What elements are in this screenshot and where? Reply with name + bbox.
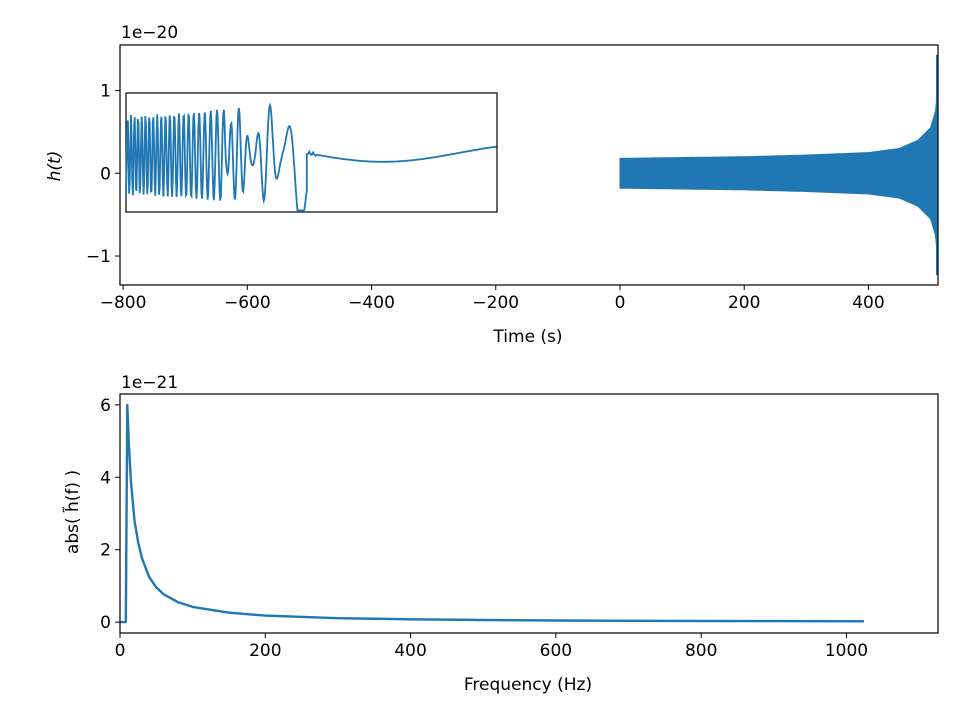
x-tick-label: 400 — [394, 641, 426, 661]
y-tick-label: −1 — [86, 247, 111, 267]
bottom-y-axis-label: abs( h̃(f) ) — [62, 470, 83, 554]
x-tick-label: −200 — [472, 293, 519, 313]
x-tick-label: 400 — [852, 293, 884, 313]
x-tick-label: 800 — [685, 641, 717, 661]
y-tick-label: 6 — [100, 396, 111, 416]
bottom-x-axis-label: Frequency (Hz) — [464, 675, 592, 695]
y-tick-label: 4 — [100, 468, 111, 488]
x-tick-label: −400 — [348, 293, 395, 313]
y-tick-label: 0 — [100, 613, 111, 633]
top-y-offset-label: 1e−20 — [121, 23, 178, 43]
frequency-domain-plot-area: 0 200 400 600 800 1000 0 2 4 6 — [100, 393, 939, 661]
x-tick-label: 200 — [728, 293, 760, 313]
inset-strain-series — [125, 102, 497, 212]
y-tick-label: 2 — [100, 541, 111, 561]
x-tick-label: 1000 — [825, 641, 868, 661]
top-x-axis-label: Time (s) — [492, 327, 562, 347]
x-tick-label: 0 — [115, 641, 126, 661]
bottom-plot-frame — [119, 393, 939, 634]
strain-series-envelope — [619, 54, 939, 276]
time-domain-plot-area: −800 −600 −400 −200 0 200 400 −1 0 1 — [86, 44, 939, 313]
x-tick-label: 600 — [540, 641, 572, 661]
top-plot-frame — [119, 44, 939, 286]
x-tick-label: −800 — [100, 293, 147, 313]
x-tick-label: −600 — [224, 293, 271, 313]
bottom-y-offset-label: 1e−21 — [121, 373, 178, 393]
frequency-domain-panel: 1e−21 0 200 400 600 800 1000 0 2 4 6 Frequency (H… — [62, 373, 939, 695]
x-tick-label: 0 — [615, 293, 626, 313]
top-y-axis-label: h(t) — [45, 151, 65, 182]
spectrum-series-line — [120, 403, 864, 624]
inset-zoom — [125, 92, 498, 213]
x-tick-label: 200 — [249, 641, 281, 661]
y-tick-label: 0 — [100, 164, 111, 184]
y-tick-label: 1 — [100, 82, 111, 102]
time-domain-panel: 1e−20 −800 −600 −400 −200 0 200 400 −1 0 1 Time (… — [45, 23, 939, 347]
